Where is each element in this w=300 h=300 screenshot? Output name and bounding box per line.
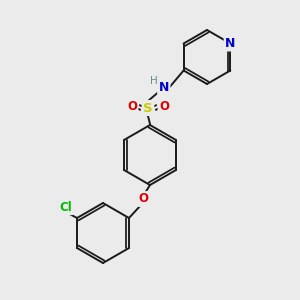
Text: O: O (159, 100, 169, 113)
Text: S: S (143, 101, 153, 115)
Text: N: N (159, 81, 169, 94)
Text: N: N (225, 37, 236, 50)
Text: Cl: Cl (59, 201, 72, 214)
Text: H: H (150, 76, 158, 86)
Text: O: O (138, 193, 148, 206)
Text: O: O (127, 100, 137, 113)
